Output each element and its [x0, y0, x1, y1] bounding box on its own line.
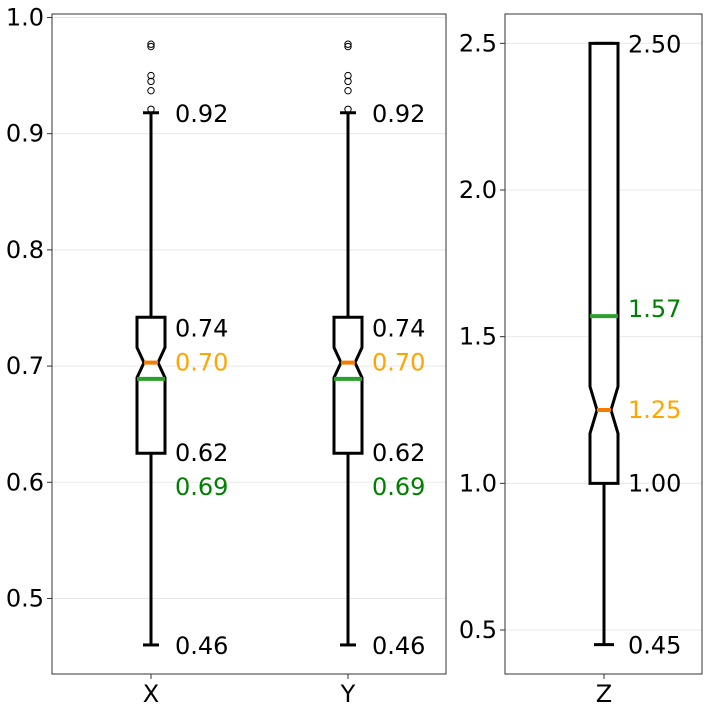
outlier-point — [344, 77, 352, 86]
outlier-point — [147, 71, 155, 80]
y-tick-label: 0.6 — [6, 468, 44, 496]
whisker-high-label: 0.92 — [372, 100, 425, 128]
q3-label: 0.74 — [372, 314, 425, 342]
y-tick-label: 1.0 — [459, 469, 497, 497]
y-tick-label: 0.9 — [6, 120, 44, 148]
median-label: 0.70 — [175, 349, 228, 377]
y-tick-label: 2.0 — [459, 176, 497, 204]
notched-box — [332, 315, 364, 455]
mean-label: 0.69 — [175, 473, 228, 501]
outlier-point — [147, 77, 155, 86]
outlier-point — [344, 42, 352, 51]
notched-box — [135, 315, 167, 455]
x-tick-label: X — [143, 680, 159, 708]
y-tick-label: 0.5 — [6, 584, 44, 612]
outlier-point — [344, 105, 352, 113]
mean-label: 0.69 — [372, 473, 425, 501]
outlier-point — [147, 42, 155, 51]
axes-frame — [51, 13, 447, 675]
y-tick-label: 0.7 — [6, 352, 44, 380]
q1-label: 1.00 — [628, 469, 681, 497]
outlier-point — [147, 40, 155, 48]
whisker-high-label: 2.50 — [628, 30, 681, 58]
y-tick-label: 0.5 — [459, 616, 497, 644]
y-tick-label: 1.0 — [6, 3, 44, 31]
median-label: 1.25 — [628, 396, 681, 424]
q1-label: 0.62 — [372, 439, 425, 467]
y-tick-label: 1.5 — [459, 323, 497, 351]
whisker-low-label: 0.46 — [175, 632, 228, 660]
notched-box — [588, 41, 620, 485]
y-tick-label: 2.5 — [459, 29, 497, 57]
whisker-low-label: 0.45 — [628, 632, 681, 660]
outlier-point — [344, 86, 352, 95]
outlier-point — [344, 71, 352, 80]
outlier-point — [147, 105, 155, 113]
q1-label: 0.62 — [175, 439, 228, 467]
outlier-point — [147, 86, 155, 95]
x-tick-label: Y — [340, 680, 356, 708]
whisker-high-label: 0.92 — [175, 100, 228, 128]
mean-label: 1.57 — [628, 295, 681, 323]
outlier-point — [344, 40, 352, 48]
y-tick-label: 0.8 — [6, 236, 44, 264]
median-label: 0.70 — [372, 349, 425, 377]
x-tick-label: Z — [596, 680, 612, 708]
q3-label: 0.74 — [175, 314, 228, 342]
whisker-low-label: 0.46 — [372, 632, 425, 660]
